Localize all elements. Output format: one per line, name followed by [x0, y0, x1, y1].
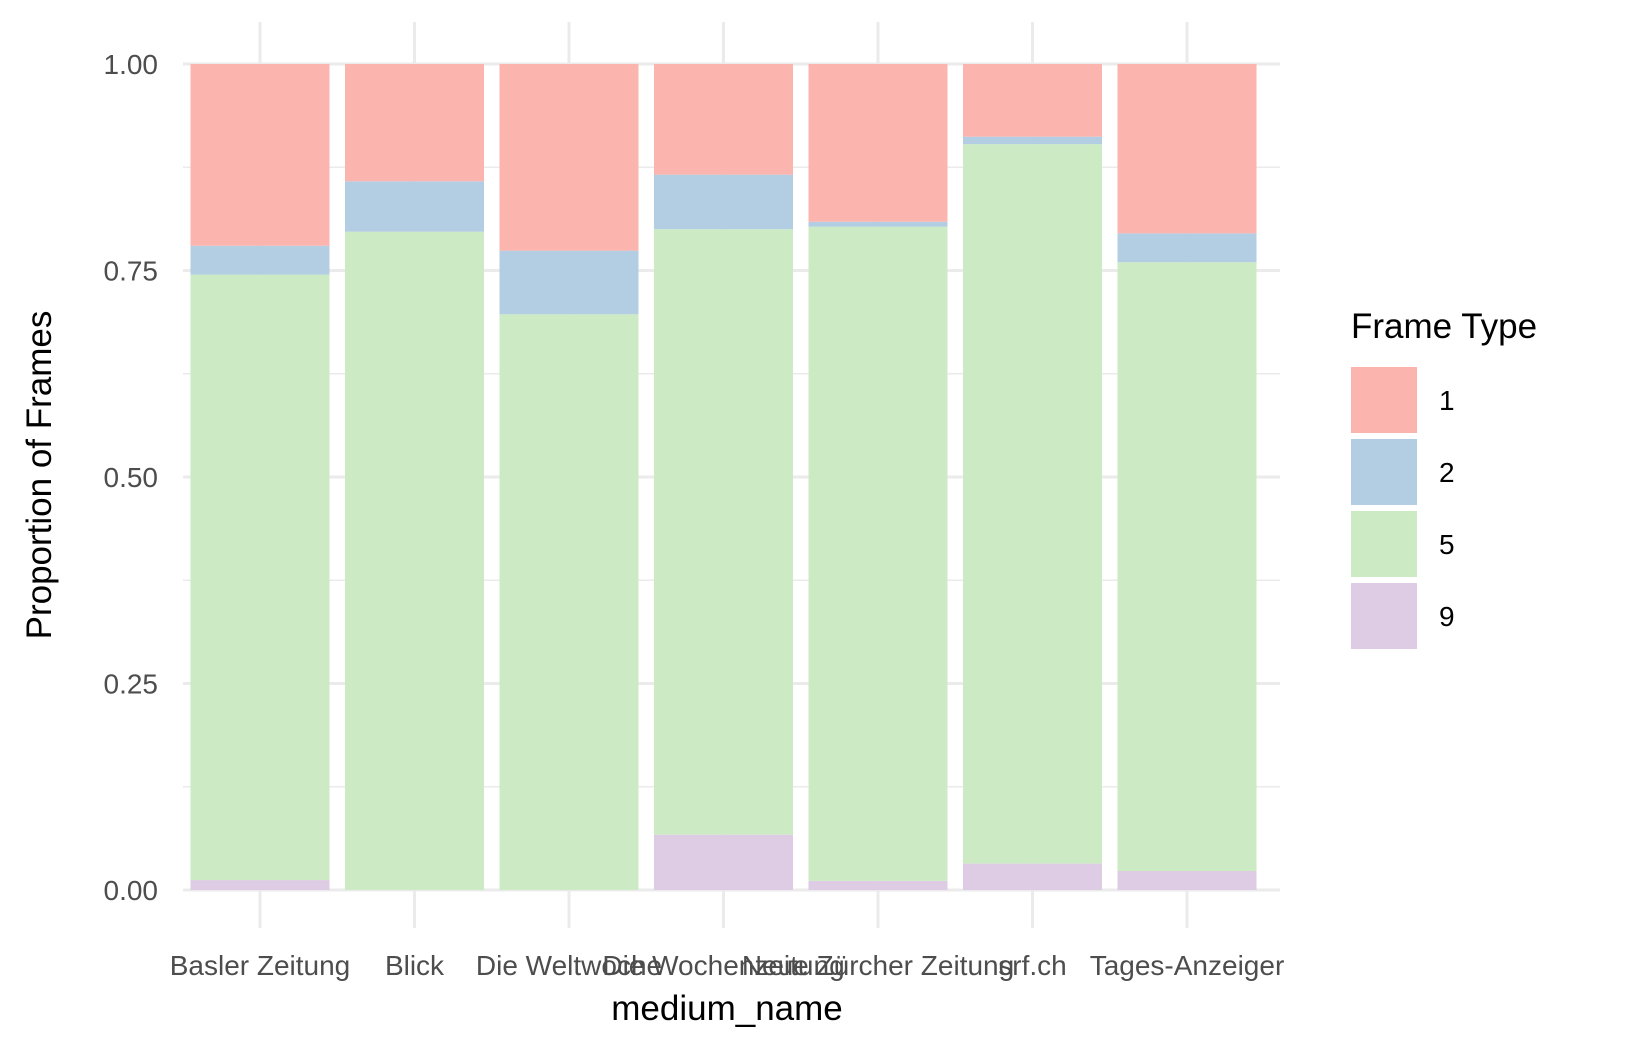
x-tick-label: Tages-Anzeiger [1090, 950, 1285, 981]
bar-segment-type-9 [190, 880, 330, 890]
y-tick-label: 0.50 [104, 462, 159, 493]
bar-segment-type-1 [808, 64, 948, 222]
x-axis-title: medium_name [611, 989, 843, 1028]
bar-segment-type-2 [963, 136, 1102, 145]
bar-segment-type-1 [190, 64, 330, 246]
bar-segment-type-1 [963, 64, 1102, 137]
bar-segment-type-1 [499, 64, 639, 251]
legend-key-9 [1351, 583, 1417, 649]
legend-label: 2 [1439, 457, 1455, 488]
legend-label: 1 [1439, 385, 1455, 416]
y-tick-label: 0.00 [104, 875, 159, 906]
y-tick-label: 1.00 [104, 49, 159, 80]
x-tick-label: Basler Zeitung [170, 950, 351, 981]
bar-segment-type-2 [1117, 233, 1257, 263]
legend-key-2 [1351, 439, 1417, 505]
x-tick-label: Die Weltwoche [476, 950, 662, 981]
bar-segment-type-2 [499, 250, 639, 315]
x-tick-label: Neue Zürcher Zeitung [742, 950, 1014, 981]
y-tick-label: 0.75 [104, 256, 159, 287]
legend-key-1 [1351, 367, 1417, 433]
y-tick-label: 0.25 [104, 669, 159, 700]
bar-segment-type-5 [963, 144, 1102, 864]
bar-segment-type-2 [654, 174, 793, 230]
bar-segment-type-1 [345, 64, 484, 182]
bar-segment-type-2 [808, 221, 948, 227]
bar-segment-type-1 [654, 64, 793, 175]
bar-segment-type-5 [654, 229, 793, 835]
bar-segment-type-9 [808, 880, 948, 890]
bar-segment-type-2 [190, 245, 330, 275]
bar-segment-type-9 [654, 834, 793, 890]
y-tick-labels: 0.00 0.25 0.50 0.75 1.00 [104, 49, 159, 906]
bar-segment-type-1 [1117, 64, 1257, 234]
y-axis-title: Proportion of Frames [20, 311, 59, 640]
bar-segment-type-5 [345, 231, 484, 891]
legend-key-5 [1351, 511, 1417, 577]
bar-segment-type-9 [963, 863, 1102, 890]
bar-segment-type-5 [190, 274, 330, 881]
x-tick-label: Blick [385, 950, 445, 981]
bar-segment-type-2 [345, 181, 484, 232]
legend: Frame Type 1 2 5 9 [1351, 307, 1537, 649]
legend-label: 5 [1439, 529, 1455, 560]
bar-segment-type-5 [499, 314, 639, 890]
bars [190, 64, 1257, 891]
bar-segment-type-5 [808, 226, 948, 881]
legend-label: 9 [1439, 601, 1455, 632]
legend-title: Frame Type [1351, 307, 1537, 346]
legend-items: 1 2 5 9 [1351, 367, 1455, 649]
x-tick-label: srf.ch [998, 950, 1066, 981]
bar-segment-type-9 [1117, 871, 1257, 890]
bar-segment-type-5 [1117, 262, 1257, 872]
x-tick-label: Die Wochenzeitung [602, 950, 844, 981]
